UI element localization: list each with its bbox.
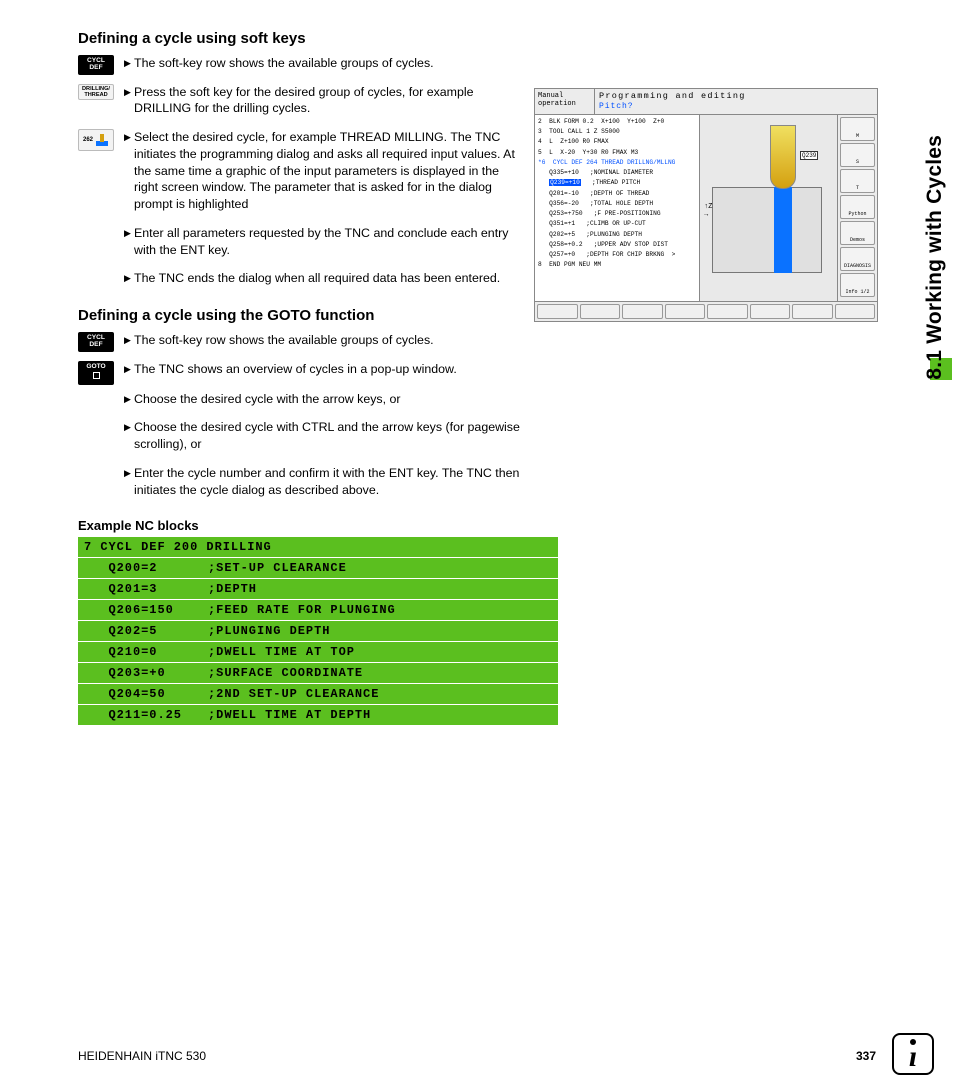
fig-right-button[interactable]: Info 1/2 [840, 273, 875, 297]
bullet-icon: ▶ [124, 270, 134, 287]
info-icon: ı [892, 1033, 934, 1075]
bullet-text: The TNC shows an overview of cycles in a… [134, 361, 457, 378]
bullet-icon: ▶ [124, 55, 134, 72]
fig-mode: Manual operation [535, 89, 595, 114]
bullet-icon: ▶ [124, 129, 134, 213]
section-side-tab: 8.1 Working with Cycles [918, 30, 952, 380]
bullet-text: The soft-key row shows the available gro… [134, 55, 434, 72]
softkey-cycl-def[interactable]: CYCL DEF [78, 55, 114, 75]
fig-right-button[interactable]: M [840, 117, 875, 141]
bullet-icon: ▶ [124, 332, 134, 349]
heading-softkeys: Defining a cycle using soft keys [78, 30, 878, 47]
bullet-icon: ▶ [124, 84, 134, 117]
bullet-text: The TNC ends the dialog when all require… [134, 270, 500, 287]
example-heading: Example NC blocks [78, 518, 878, 533]
fig-right-button[interactable]: S [840, 143, 875, 167]
fig-right-button[interactable]: Demos [840, 221, 875, 245]
fig-right-buttons: MSTPythonDemosDIAGNOSISInfo 1/2 [837, 115, 877, 301]
nc-row: Q204=50;2ND SET-UP CLEARANCE [78, 684, 558, 705]
bullet-text: The soft-key row shows the available gro… [134, 332, 434, 349]
tnc-screenshot: Manual operation Programming and editing… [534, 88, 878, 322]
softkey-cycl-def[interactable]: CYCL DEF [78, 332, 114, 352]
footer-product: HEIDENHAIN iTNC 530 [78, 1049, 206, 1063]
page-footer: HEIDENHAIN iTNC 530 337 [78, 1049, 876, 1063]
nc-row: Q200=2;SET-UP CLEARANCE [78, 558, 558, 579]
fig-right-button[interactable]: Python [840, 195, 875, 219]
page-number: 337 [856, 1049, 876, 1063]
fig-tool-graphic: Q239 ↑Z→ [699, 115, 837, 301]
softkey-drilling-thread[interactable]: DRILLING/ THREAD [78, 84, 114, 100]
bullet-text: Press the soft key for the desired group… [134, 84, 524, 117]
fig-code-listing: 2 BLK FORM 0.2 X+100 Y+100 Z+0 3 TOOL CA… [535, 115, 699, 301]
fig-prompt: Pitch? [599, 102, 634, 111]
nc-row: Q206=150;FEED RATE FOR PLUNGING [78, 600, 558, 621]
nc-block-table: 7 CYCL DEF 200 DRILLING Q200=2;SET-UP CL… [78, 537, 558, 726]
nc-row: Q210=0;DWELL TIME AT TOP [78, 642, 558, 663]
nc-row: Q203=+0;SURFACE COORDINATE [78, 663, 558, 684]
bullet-icon: ▶ [124, 419, 134, 452]
bullet-icon: ▶ [124, 361, 134, 378]
fig-right-button[interactable]: DIAGNOSIS [840, 247, 875, 271]
bullet-icon: ▶ [124, 225, 134, 258]
bullet-text: Enter all parameters requested by the TN… [134, 225, 524, 258]
softkey-cycle-262[interactable]: 262 [78, 129, 114, 151]
nc-row-header: 7 CYCL DEF 200 DRILLING [78, 537, 558, 558]
softkey-goto[interactable]: GOTO [78, 361, 114, 385]
bullet-text: Choose the desired cycle with the arrow … [134, 391, 401, 408]
bullet-text: Enter the cycle number and confirm it wi… [134, 465, 524, 498]
bullet-icon: ▶ [124, 465, 134, 498]
nc-row: Q202=5;PLUNGING DEPTH [78, 621, 558, 642]
fig-softkey-row [535, 301, 877, 321]
fig-dimension-label: Q239 [800, 151, 818, 160]
section-number-title: 8.1 Working with Cycles [923, 135, 947, 380]
fig-right-button[interactable]: T [840, 169, 875, 193]
section-goto: CYCL DEF ▶The soft-key row shows the ava… [78, 332, 878, 504]
nc-row: Q211=0.25;DWELL TIME AT DEPTH [78, 705, 558, 726]
bullet-text: Select the desired cycle, for example TH… [134, 129, 524, 213]
fig-title: Programming and editing Pitch? [595, 89, 877, 114]
nc-row: Q201=3;DEPTH [78, 579, 558, 600]
bullet-icon: ▶ [124, 391, 134, 408]
bullet-text: Choose the desired cycle with CTRL and t… [134, 419, 524, 452]
